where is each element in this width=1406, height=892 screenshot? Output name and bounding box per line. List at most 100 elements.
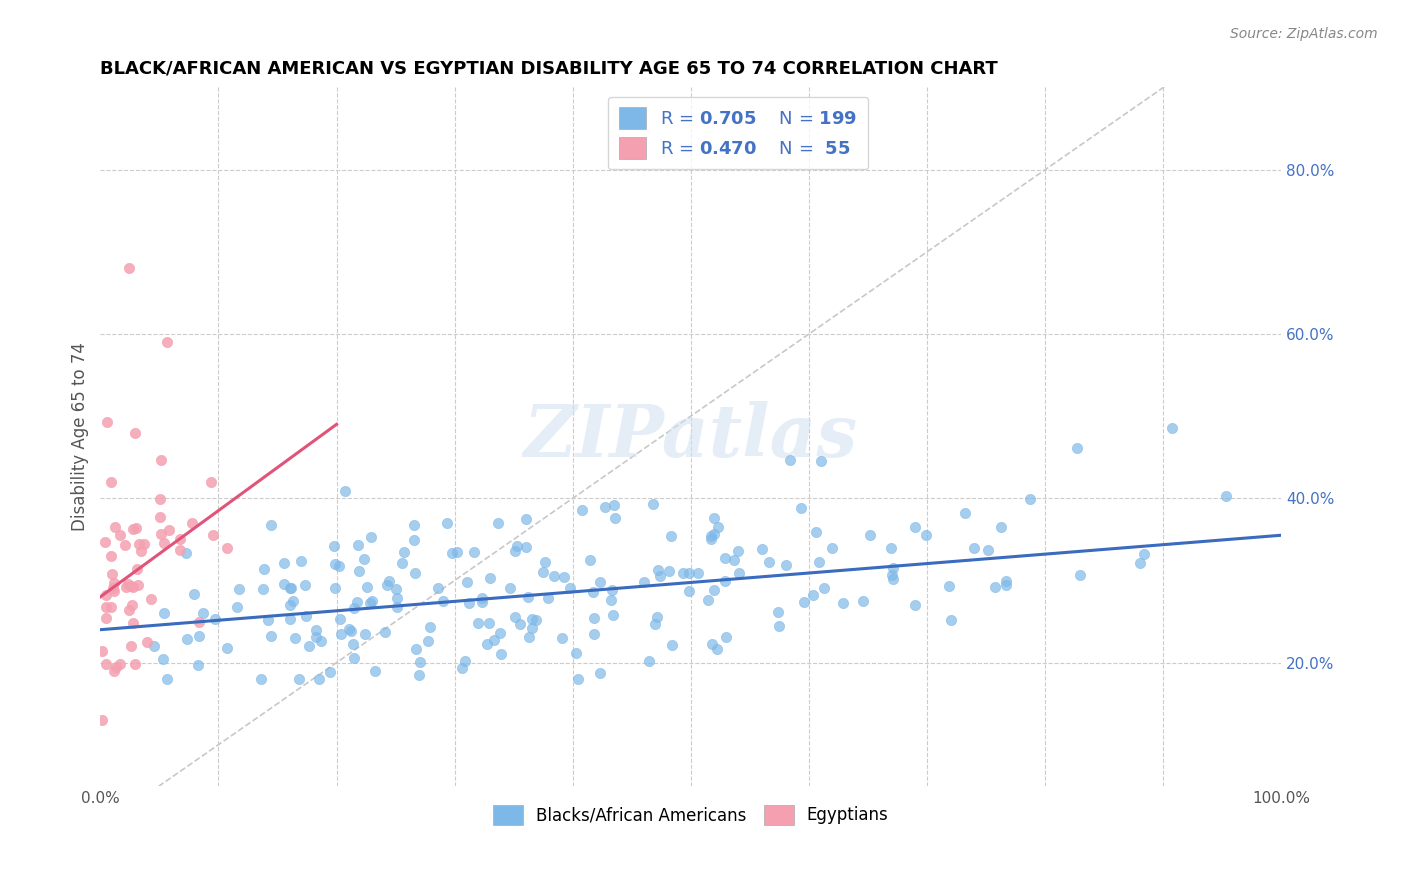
Point (404, 517, 426, 532)
Point (419, 620, 441, 634)
Point (308, 672, 330, 686)
Point (364, 665, 387, 679)
Point (337, 623, 360, 637)
Point (200, 475, 222, 490)
Point (375, 577, 398, 591)
Point (505, 543, 527, 558)
Point (558, 581, 581, 595)
Point (516, 591, 538, 605)
Point (451, 661, 474, 675)
Point (169, 543, 191, 558)
Point (96, 415, 118, 429)
Point (506, 539, 529, 553)
Point (531, 565, 554, 579)
Point (100, 549, 122, 563)
Point (553, 570, 575, 584)
Point (149, 510, 172, 524)
Point (478, 616, 501, 631)
Point (260, 629, 283, 643)
Point (644, 617, 666, 632)
Point (252, 582, 274, 596)
Point (94, 657, 117, 671)
Point (567, 672, 589, 686)
Point (346, 595, 368, 609)
Point (582, 585, 605, 599)
Point (402, 533, 425, 548)
Point (537, 591, 560, 606)
Point (94, 599, 117, 614)
Point (294, 608, 316, 623)
Point (329, 627, 352, 641)
Point (108, 657, 131, 672)
Point (121, 598, 143, 612)
Point (392, 545, 415, 559)
Point (641, 497, 664, 511)
Point (120, 579, 142, 593)
Point (152, 536, 174, 550)
Point (471, 591, 494, 605)
Point (582, 611, 605, 625)
Point (378, 574, 401, 589)
Point (603, 511, 626, 525)
Point (328, 612, 350, 626)
Point (790, 500, 813, 515)
Point (152, 606, 174, 620)
Point (122, 615, 145, 630)
Point (647, 563, 669, 577)
Point (953, 507, 976, 521)
Point (91, 644, 114, 658)
Text: BLACK/AFRICAN AMERICAN VS EGYPTIAN DISABILITY AGE 65 TO 74 CORRELATION CHART: BLACK/AFRICAN AMERICAN VS EGYPTIAN DISAB… (100, 60, 998, 78)
Point (524, 613, 547, 627)
Point (157, 523, 180, 537)
Point (489, 647, 512, 661)
Point (806, 525, 828, 540)
Point (589, 574, 612, 589)
Point (661, 638, 683, 652)
Point (156, 335, 179, 350)
Point (356, 580, 378, 594)
Point (384, 582, 406, 596)
Point (333, 484, 356, 499)
Point (391, 556, 413, 570)
Point (120, 640, 142, 654)
Point (758, 555, 780, 569)
Point (114, 538, 136, 552)
Point (1215, 489, 1237, 503)
Point (117, 603, 139, 617)
Point (215, 541, 238, 556)
Point (714, 574, 737, 589)
Point (517, 630, 540, 644)
Point (183, 587, 205, 601)
Point (343, 601, 366, 615)
Point (305, 631, 328, 645)
Point (801, 588, 824, 602)
Point (256, 613, 278, 627)
Point (904, 598, 927, 612)
Point (309, 633, 332, 648)
Point (534, 556, 557, 570)
Point (463, 545, 485, 559)
Point (294, 578, 316, 592)
Point (405, 641, 427, 656)
Point (813, 582, 835, 596)
Point (122, 522, 145, 536)
Legend: Blacks/African Americans, Egyptians: Blacks/African Americans, Egyptians (485, 797, 897, 833)
Point (520, 612, 543, 626)
Point (278, 599, 301, 613)
Point (456, 574, 478, 589)
Point (990, 520, 1012, 534)
Point (977, 542, 1000, 557)
Point (700, 637, 723, 651)
Point (191, 606, 214, 620)
Point (103, 581, 125, 595)
Point (347, 538, 370, 552)
Point (499, 581, 522, 595)
Point (678, 584, 700, 599)
Point (94, 534, 117, 549)
Point (408, 667, 430, 681)
Point (672, 566, 695, 580)
Point (522, 621, 544, 635)
Point (176, 632, 198, 647)
Point (349, 564, 371, 578)
Point (187, 629, 209, 643)
